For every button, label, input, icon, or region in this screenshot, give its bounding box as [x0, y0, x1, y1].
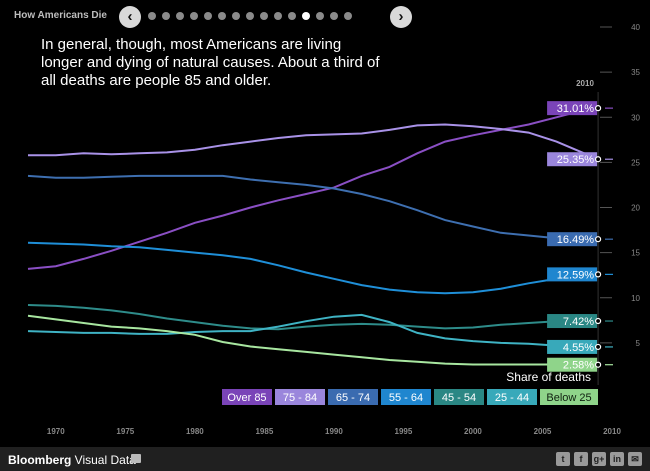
slide-dot-15[interactable] — [344, 12, 352, 20]
svg-text:65 - 74: 65 - 74 — [336, 392, 370, 404]
slide-dot-10[interactable] — [274, 12, 282, 20]
slide-dot-7[interactable] — [232, 12, 240, 20]
end-label-3: 12.59% — [547, 267, 598, 282]
chevron-left-icon: ‹ — [127, 8, 133, 25]
legend-item-2[interactable]: 65 - 74 — [328, 389, 378, 405]
end-point-6 — [594, 361, 602, 368]
linkedin-icon[interactable]: in — [610, 452, 624, 466]
end-label-2: 16.49% — [547, 232, 598, 247]
svg-text:12.59%: 12.59% — [557, 269, 595, 281]
svg-text:16.49%: 16.49% — [557, 234, 595, 246]
end-point-1 — [594, 156, 602, 163]
slide-dot-3[interactable] — [176, 12, 184, 20]
end-point-2 — [594, 236, 602, 243]
x-tick-label: 2000 — [464, 427, 482, 436]
legend-item-0[interactable]: Over 85 — [222, 389, 272, 405]
y-tick-label: 30 — [631, 113, 640, 122]
end-year-label: 2010 — [576, 79, 594, 88]
previous-slide-button[interactable]: ‹ — [119, 6, 141, 28]
x-tick-label: 1975 — [116, 427, 134, 436]
slide-dot-6[interactable] — [218, 12, 226, 20]
end-point-3 — [594, 271, 602, 278]
series-line-0 — [27, 107, 599, 270]
legend-item-1[interactable]: 75 - 84 — [275, 389, 325, 405]
brand-logo[interactable]: Bloomberg Visual Data — [8, 453, 136, 467]
google-plus-icon[interactable]: g+ — [592, 452, 606, 466]
end-label-1: 25.35% — [547, 152, 598, 167]
svg-text:75 - 84: 75 - 84 — [283, 392, 317, 404]
end-point-5 — [594, 343, 602, 351]
slide-dot-5[interactable] — [204, 12, 212, 20]
footer: Bloomberg Visual Data t f g+ in ✉ — [0, 447, 650, 471]
legend-item-3[interactable]: 55 - 64 — [381, 389, 431, 405]
end-label-4: 7.42% — [547, 314, 598, 329]
facebook-icon[interactable]: f — [574, 452, 588, 466]
svg-text:45 - 54: 45 - 54 — [442, 392, 476, 404]
slide-dot-12[interactable] — [302, 12, 310, 20]
series-line-3 — [27, 241, 599, 295]
headline: In general, though, most Americans are l… — [41, 36, 380, 89]
legend-item-6[interactable]: Below 25 — [540, 389, 598, 405]
series-line-5 — [27, 313, 599, 348]
series-line-2 — [27, 174, 599, 241]
y-tick-label: 25 — [631, 158, 640, 167]
comment-icon[interactable] — [131, 454, 141, 463]
page-title: How Americans Die — [14, 10, 107, 21]
chevron-right-icon: › — [398, 8, 404, 25]
slide-dot-4[interactable] — [190, 12, 198, 20]
x-tick-label: 1990 — [325, 427, 343, 436]
svg-text:31.01%: 31.01% — [557, 103, 595, 115]
slide-dot-11[interactable] — [288, 12, 296, 20]
end-label-6: 2.58% — [547, 357, 598, 372]
svg-text:25.35%: 25.35% — [557, 154, 595, 166]
next-slide-button[interactable]: › — [390, 6, 412, 28]
x-tick-label: 1970 — [47, 427, 65, 436]
y-tick-label: 5 — [636, 339, 641, 348]
y-tick-label: 35 — [631, 68, 640, 77]
twitter-icon[interactable]: t — [556, 452, 570, 466]
slide-dot-1[interactable] — [148, 12, 156, 20]
svg-text:4.55%: 4.55% — [563, 342, 594, 354]
series-line-1 — [28, 123, 599, 161]
slide-dot-2[interactable] — [162, 12, 170, 20]
slide-dot-9[interactable] — [260, 12, 268, 20]
x-tick-label: 1985 — [255, 427, 273, 436]
svg-text:55 - 64: 55 - 64 — [389, 392, 423, 404]
end-point-4 — [594, 317, 602, 325]
email-icon[interactable]: ✉ — [628, 452, 642, 466]
x-tick-label: 1995 — [395, 427, 413, 436]
x-tick-label: 2010 — [603, 427, 621, 436]
legend-item-5[interactable]: 25 - 44 — [487, 389, 537, 405]
y-tick-label: 10 — [631, 294, 640, 303]
x-tick-label: 1980 — [186, 427, 204, 436]
svg-text:Over 85: Over 85 — [227, 392, 266, 404]
slide-dot-14[interactable] — [330, 12, 338, 20]
top-bar: How Americans Die ‹ › — [0, 0, 650, 34]
legend-item-4[interactable]: 45 - 54 — [434, 389, 484, 405]
line-chart: 5 10 15 20 25 30 35 40 1970 1975 1980 1985 1990 1995 2… — [27, 23, 641, 436]
y-tick-label: 20 — [631, 204, 640, 213]
series-line-4 — [27, 304, 599, 331]
end-point-0 — [594, 105, 602, 112]
svg-text:Below 25: Below 25 — [546, 392, 591, 404]
slide-dot-13[interactable] — [316, 12, 324, 20]
legend-title: Share of deaths — [506, 370, 591, 384]
x-tick-label: 2005 — [534, 427, 552, 436]
slide-dot-8[interactable] — [246, 12, 254, 20]
svg-text:7.42%: 7.42% — [563, 316, 594, 328]
end-label-5: 4.55% — [547, 339, 598, 354]
series-line-6 — [27, 314, 599, 366]
y-tick-label: 15 — [631, 249, 640, 258]
end-label-0: 31.01% — [547, 101, 598, 116]
svg-text:25 - 44: 25 - 44 — [495, 392, 529, 404]
y-tick-label: 40 — [631, 23, 640, 32]
svg-text:2.58%: 2.58% — [563, 360, 594, 372]
